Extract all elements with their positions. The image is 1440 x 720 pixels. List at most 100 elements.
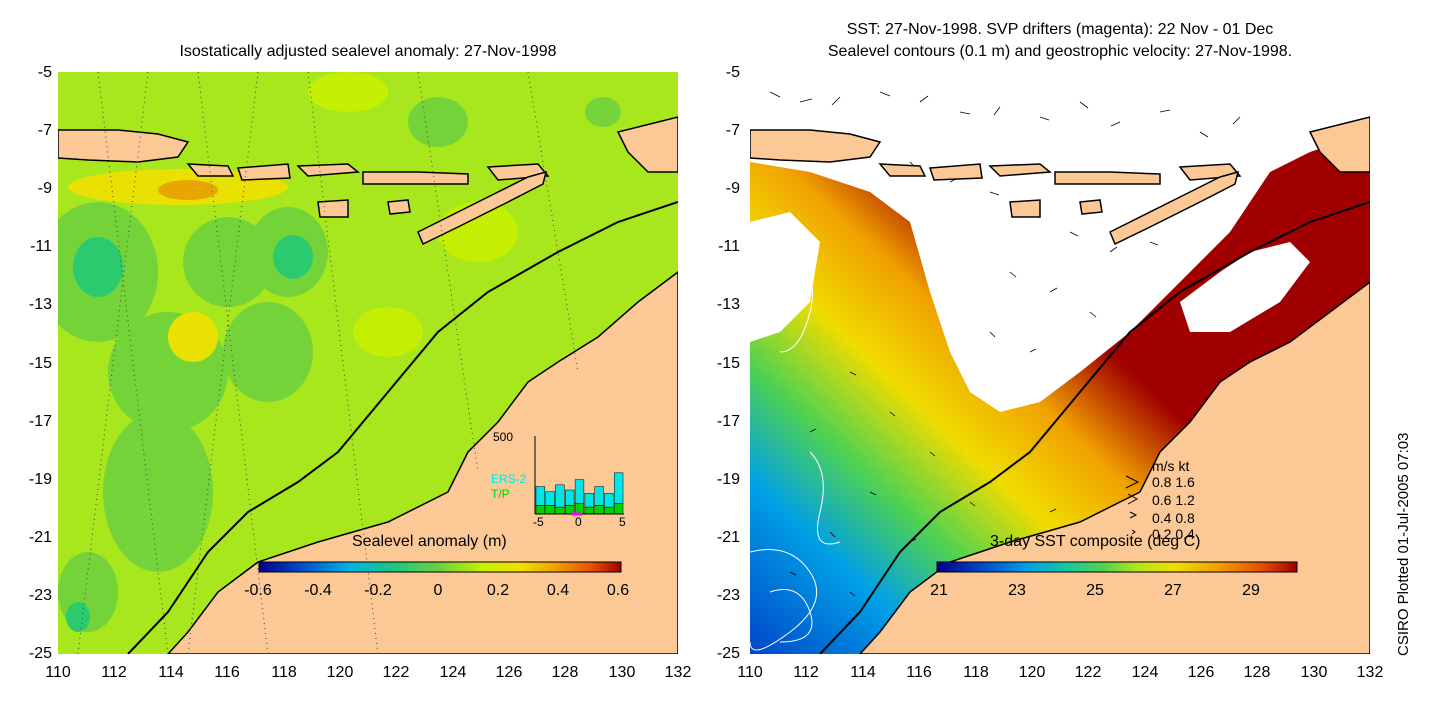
y-tick-label: -23	[716, 587, 740, 604]
x-tick-label: 114	[850, 664, 876, 681]
x-tick-label: 132	[664, 664, 692, 681]
histogram-legend-tp: T/P	[491, 487, 510, 501]
x-tick-label: 124	[1131, 664, 1159, 681]
histogram-bar-ers2	[584, 493, 594, 508]
histogram-bar-ers2	[565, 489, 575, 506]
x-tick-label: 118	[271, 664, 297, 681]
velocity-legend-row: 0.8 1.6	[1152, 474, 1195, 490]
y-tick-label: -5	[725, 64, 740, 81]
sst-colorbar	[936, 561, 1298, 573]
shelf-contour	[127, 201, 678, 654]
histogram-bar-ers2	[555, 484, 565, 508]
histogram-legend-ers2: ERS-2	[491, 472, 527, 486]
right-panel-title-line1: SST: 27-Nov-1998. SVP drifters (magenta)…	[846, 21, 1274, 38]
histogram-ymax-label: 500	[493, 430, 514, 444]
velocity-legend-row: 0.4 0.8	[1152, 510, 1195, 526]
x-tick-label: 118	[963, 664, 989, 681]
y-tick-label: -13	[28, 296, 52, 313]
colorbar-tick-label: 0	[433, 582, 443, 599]
colorbar-tick-label: -0.2	[364, 582, 392, 599]
y-tick-label: -17	[28, 413, 52, 430]
colorbar-tick-label: 0.2	[486, 582, 510, 599]
colorbar-tick-label: 0.4	[546, 582, 570, 599]
histogram-bar-tp	[574, 503, 585, 515]
data-count-histogram	[534, 436, 624, 516]
x-tick-label: 122	[1074, 664, 1102, 681]
sealevel-anomaly-map	[58, 72, 678, 654]
x-tick-label: 112	[793, 664, 819, 681]
left-panel-title: Isostatically adjusted sealevel anomaly:…	[179, 43, 557, 60]
y-tick-label: -23	[28, 587, 52, 604]
histogram-x-tick: -5	[533, 515, 544, 529]
colorbar-tick-label: -0.6	[244, 582, 272, 599]
ground-tracks	[77, 72, 579, 654]
x-tick-label: 126	[495, 664, 523, 681]
islands	[750, 116, 1370, 246]
x-tick-label: 114	[158, 664, 184, 681]
y-tick-label: -11	[30, 238, 52, 255]
histogram-bar-ers2	[535, 486, 546, 506]
x-tick-label: 124	[439, 664, 467, 681]
velocity-legend-row: 0.2 0.4	[1152, 526, 1195, 542]
x-tick-label: 116	[906, 664, 932, 681]
y-tick-label: -17	[716, 413, 740, 430]
x-tick-label: 110	[45, 664, 71, 681]
x-tick-label: 132	[1356, 664, 1384, 681]
velocity-legend-arrows	[1125, 475, 1140, 535]
x-tick-label: 126	[1187, 664, 1215, 681]
histogram-bar-tp	[545, 505, 555, 515]
histogram-bar-tp	[594, 505, 604, 515]
cloud-mask	[750, 72, 1370, 412]
histogram-bar-ers2	[613, 472, 624, 504]
x-tick-label: 112	[101, 664, 127, 681]
right-panel-title-line2: Sealevel contours (0.1 m) and geostrophi…	[827, 43, 1293, 60]
histogram-x-tick: 0	[575, 515, 582, 529]
colorbar-tick-label: -0.4	[304, 582, 332, 599]
x-tick-label: 120	[326, 664, 354, 681]
y-tick-label: -11	[718, 238, 740, 255]
x-tick-label: 128	[1243, 664, 1271, 681]
x-tick-label: 122	[382, 664, 410, 681]
histogram-bar-tp	[555, 506, 565, 515]
sst-velocity-map	[750, 72, 1370, 654]
x-tick-label: 130	[1300, 664, 1328, 681]
australia-landmass	[858, 281, 1370, 654]
x-tick-label: 116	[214, 664, 240, 681]
y-tick-label: -15	[28, 355, 52, 372]
y-tick-label: -9	[725, 180, 740, 197]
x-tick-label: 130	[608, 664, 636, 681]
histogram-bar-ers2	[574, 479, 585, 504]
histogram-bar-ers2	[594, 486, 604, 506]
y-tick-label: -5	[37, 64, 52, 81]
colorbar-tick-label: 0.6	[606, 582, 630, 599]
sealevel-contours	[750, 251, 976, 651]
sealevel-colorbar	[258, 561, 622, 573]
histogram-bar-ers2	[604, 493, 614, 508]
colorbar-tick-label: 27	[1164, 582, 1182, 599]
colorbar-tick-label: 25	[1086, 582, 1104, 599]
y-tick-label: -25	[716, 645, 740, 662]
velocity-legend-row: 0.6 1.2	[1152, 492, 1195, 508]
x-tick-label: 110	[737, 664, 763, 681]
sst-colorbar-label: 3-day SST composite (deg C)	[990, 533, 1201, 550]
australia-landmass	[166, 271, 678, 654]
y-tick-label: -7	[725, 122, 740, 139]
islands	[58, 116, 678, 246]
colorbar-tick-label: 29	[1242, 582, 1260, 599]
y-tick-label: -13	[716, 296, 740, 313]
colorbar-tick-label: 23	[1008, 582, 1026, 599]
histogram-bar-tp	[535, 505, 546, 515]
y-tick-label: -19	[716, 471, 740, 488]
x-tick-label: 120	[1018, 664, 1046, 681]
y-tick-label: -19	[28, 471, 52, 488]
anomaly-field	[58, 72, 621, 632]
colorbar-tick-label: 21	[930, 582, 948, 599]
shelf-contour	[819, 201, 1370, 654]
velocity-legend-header: m/s kt	[1152, 458, 1190, 474]
y-tick-label: -21	[716, 529, 740, 546]
histogram-bar-tp	[613, 503, 624, 515]
x-tick-label: 128	[551, 664, 579, 681]
y-tick-label: -21	[28, 529, 52, 546]
histogram-bar-tp	[604, 506, 614, 515]
y-tick-label: -9	[37, 180, 52, 197]
